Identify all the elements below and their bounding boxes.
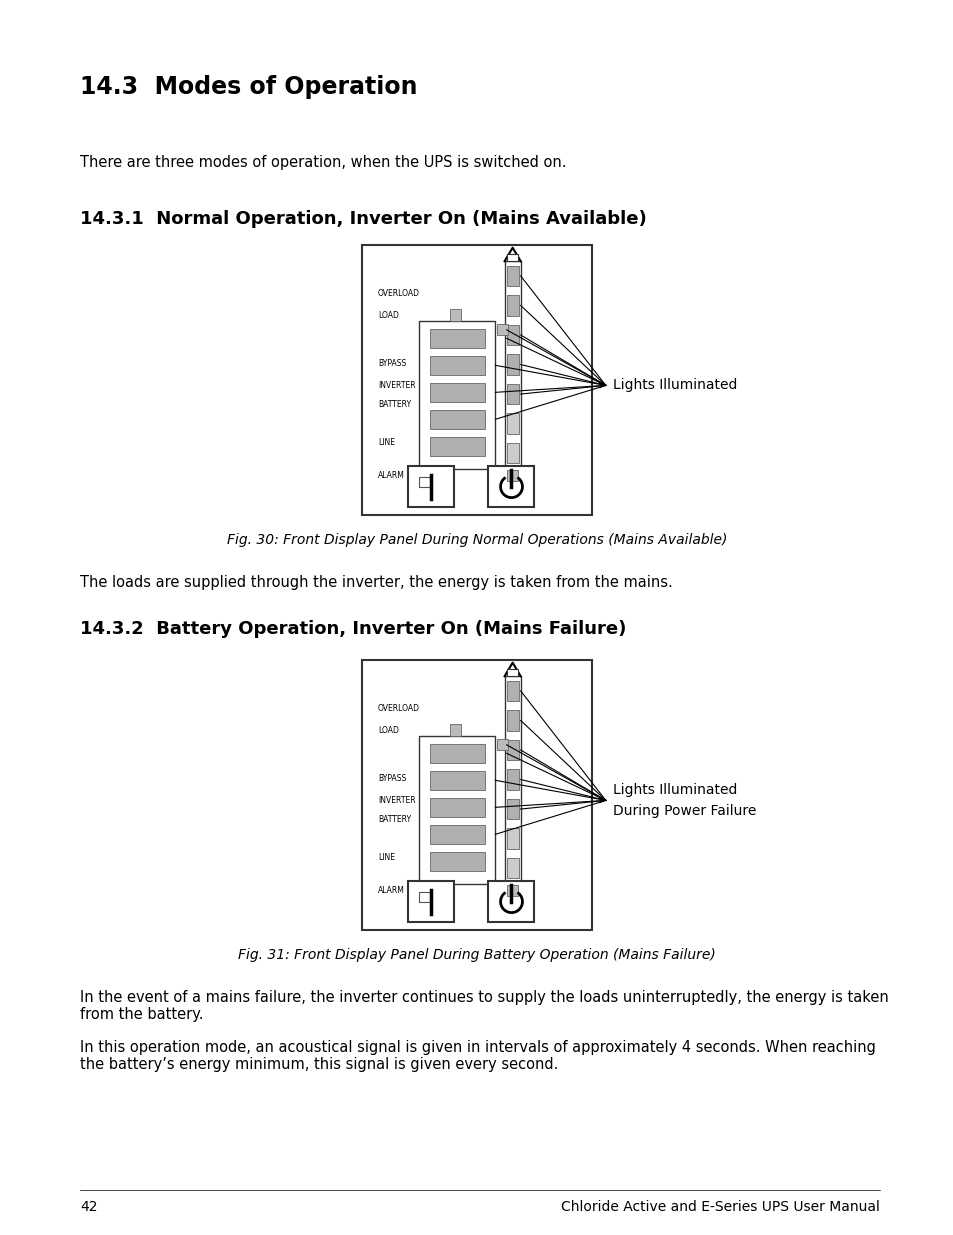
Text: Lights Illuminated: Lights Illuminated (612, 783, 737, 797)
Text: Fig. 30: Front Display Panel During Normal Operations (Mains Available): Fig. 30: Front Display Panel During Norm… (227, 534, 726, 547)
Bar (430, 437, 484, 456)
Text: In this operation mode, an acoustical signal is given in intervals of approximat: In this operation mode, an acoustical si… (80, 1040, 875, 1072)
Bar (430, 852, 484, 871)
Text: LOAD: LOAD (377, 726, 398, 735)
Text: BYPASS: BYPASS (377, 774, 406, 783)
Bar (450, 309, 460, 321)
Bar (506, 443, 518, 463)
Bar (506, 325, 518, 346)
Bar (361, 245, 592, 515)
Text: ALARM: ALARM (377, 887, 405, 895)
Bar (430, 356, 484, 374)
Bar (450, 725, 460, 736)
Bar (430, 743, 484, 762)
Text: Fig. 31: Front Display Panel During Battery Operation (Mains Failure): Fig. 31: Front Display Panel During Batt… (238, 948, 715, 962)
Bar (419, 892, 429, 902)
Bar (430, 410, 484, 429)
Text: LINE: LINE (377, 437, 395, 447)
Text: INVERTER: INVERTER (377, 380, 416, 390)
Text: LINE: LINE (377, 852, 395, 862)
Bar (496, 740, 507, 751)
Text: The loads are supplied through the inverter, the energy is taken from the mains.: The loads are supplied through the inver… (80, 576, 672, 590)
Bar (488, 882, 534, 921)
Text: ALARM: ALARM (377, 472, 405, 480)
Bar (506, 710, 518, 731)
Bar (408, 882, 454, 921)
Bar (506, 680, 518, 701)
Bar (506, 471, 517, 482)
Text: There are three modes of operation, when the UPS is switched on.: There are three modes of operation, when… (80, 156, 566, 170)
Bar (506, 384, 518, 404)
Bar (504, 261, 520, 483)
Bar (419, 736, 495, 884)
Bar (430, 771, 484, 789)
Text: OVERLOAD: OVERLOAD (377, 704, 419, 713)
Bar (506, 354, 518, 375)
Bar (408, 467, 454, 506)
Text: Chloride Active and E-Series UPS User Manual: Chloride Active and E-Series UPS User Ma… (560, 1200, 879, 1214)
Text: LOAD: LOAD (377, 311, 398, 320)
Text: 42: 42 (80, 1200, 97, 1214)
Text: BATTERY: BATTERY (377, 815, 411, 824)
Bar (430, 383, 484, 401)
Bar (506, 295, 518, 316)
Bar (361, 659, 592, 930)
Bar (506, 740, 518, 761)
Bar (506, 829, 518, 848)
Bar (506, 266, 518, 287)
Bar (506, 799, 518, 819)
Text: INVERTER: INVERTER (377, 795, 416, 805)
Bar (506, 254, 517, 261)
Bar (506, 669, 517, 677)
Bar (496, 324, 507, 336)
Bar (430, 798, 484, 816)
Text: 14.3.2  Battery Operation, Inverter On (Mains Failure): 14.3.2 Battery Operation, Inverter On (M… (80, 620, 626, 638)
Bar (506, 885, 517, 897)
Bar (506, 769, 518, 790)
Text: OVERLOAD: OVERLOAD (377, 289, 419, 298)
Text: Lights Illuminated: Lights Illuminated (612, 378, 737, 393)
Bar (506, 858, 518, 878)
Text: 14.3  Modes of Operation: 14.3 Modes of Operation (80, 75, 417, 99)
Text: During Power Failure: During Power Failure (612, 804, 756, 819)
Text: BATTERY: BATTERY (377, 400, 411, 409)
Bar (506, 414, 518, 433)
Bar (419, 477, 429, 487)
Bar (488, 467, 534, 506)
Bar (430, 329, 484, 347)
Text: 14.3.1  Normal Operation, Inverter On (Mains Available): 14.3.1 Normal Operation, Inverter On (Ma… (80, 210, 646, 228)
Text: BYPASS: BYPASS (377, 359, 406, 368)
Bar (504, 677, 520, 898)
Bar (430, 825, 484, 844)
Text: In the event of a mains failure, the inverter continues to supply the loads unin: In the event of a mains failure, the inv… (80, 990, 888, 1023)
Bar (419, 321, 495, 469)
